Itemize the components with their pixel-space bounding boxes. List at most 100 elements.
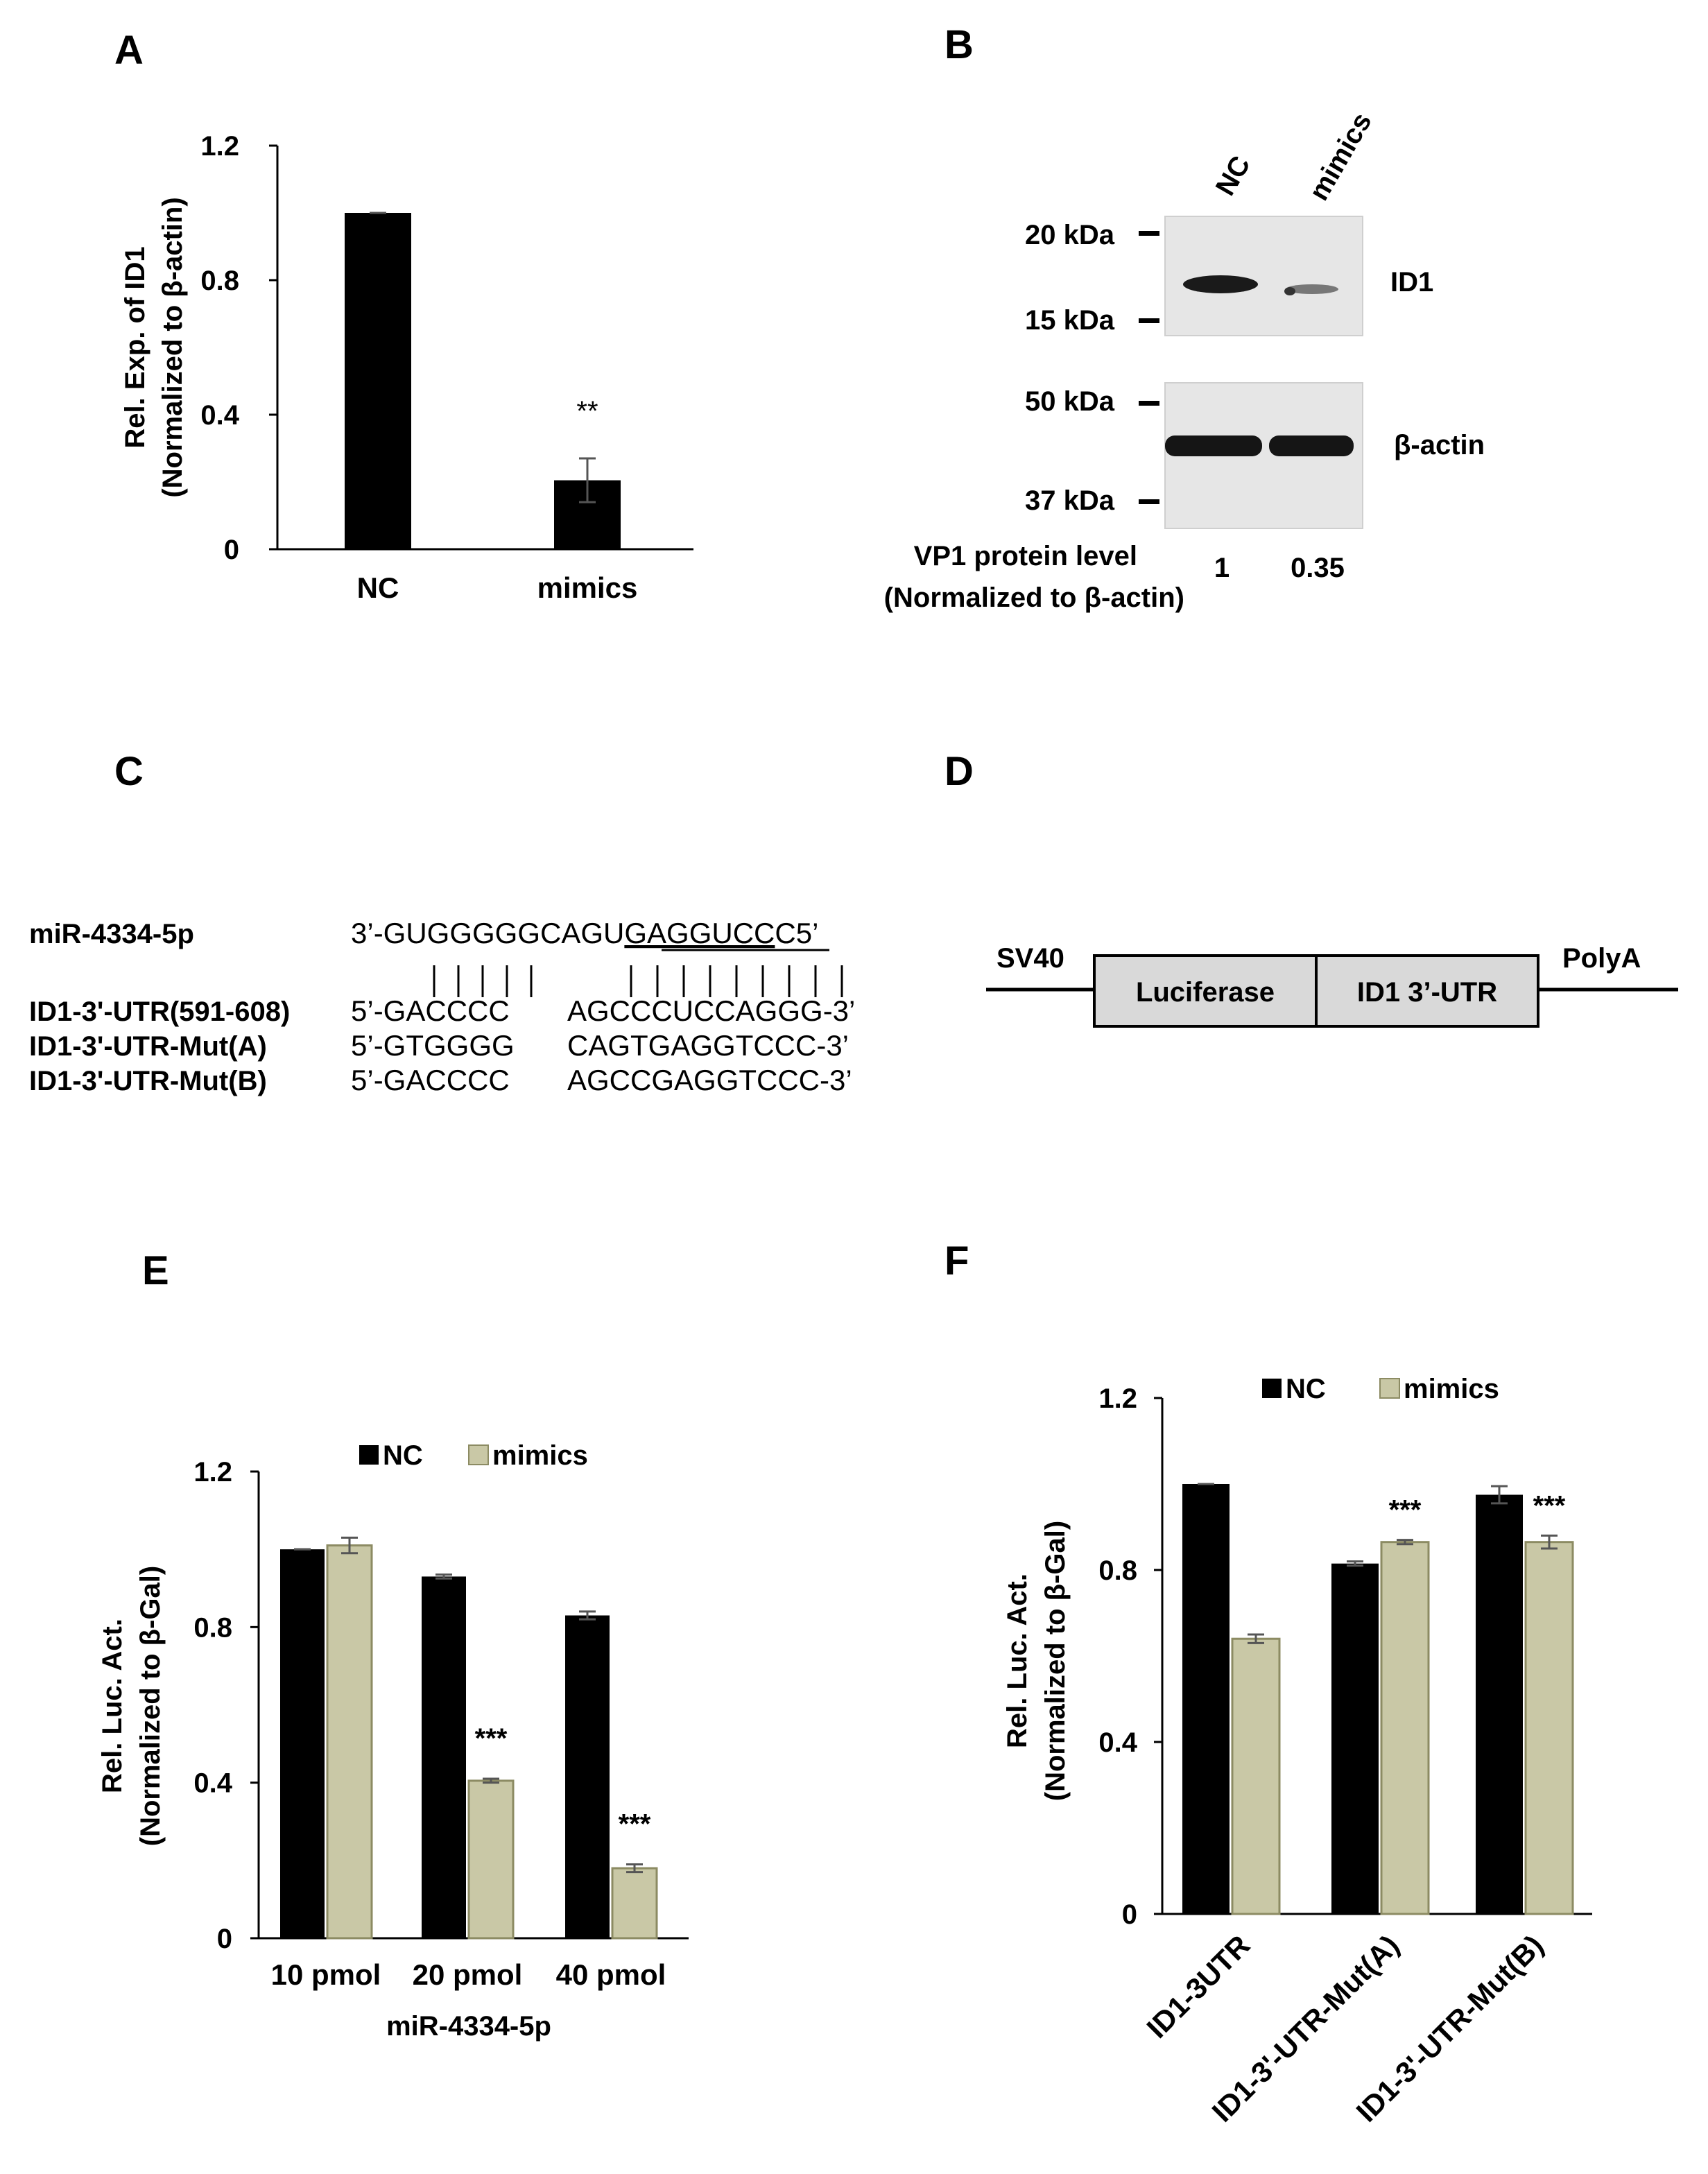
y-tick-label: 1.2 bbox=[1098, 1383, 1137, 1414]
band-id1-nc bbox=[1183, 275, 1258, 293]
chart-e: 0 0.4 0.8 1.2 Rel. Luc. Act. (Normalized to β… bbox=[97, 1440, 689, 2042]
bar-nc-2 bbox=[565, 1615, 610, 1938]
band-actin-nc bbox=[1165, 435, 1262, 456]
y-tick-label: 0.4 bbox=[193, 1768, 232, 1799]
pairing-lines bbox=[433, 965, 843, 997]
y-axis-label-line2: (Normalized to β-actin) bbox=[157, 197, 188, 497]
protein-label-actin: β-actin bbox=[1394, 430, 1485, 460]
marker-15kda: 15 kDa bbox=[1025, 305, 1115, 336]
panel-label-f: F bbox=[944, 1239, 969, 1284]
quant-label-line1: VP1 protein level bbox=[914, 541, 1137, 571]
y-axis-label-line1: Rel. Luc. Act. bbox=[1002, 1573, 1033, 1748]
y-tick-label: 0 bbox=[224, 535, 239, 565]
sequence-alignment: miR-4334-5p 3’-GUGGGGGCAGUGAGGUCCC5’ ID1… bbox=[29, 917, 855, 1096]
legend-swatch-mimics bbox=[468, 1444, 489, 1465]
x-axis-label: miR-4334-5p bbox=[386, 2011, 551, 2042]
bar-nc-0 bbox=[1182, 1484, 1230, 1914]
panel-label-d: D bbox=[944, 749, 974, 794]
luciferase-construct: Luciferase ID1 3’-UTR SV40 PolyA bbox=[986, 943, 1678, 1028]
chart-f: 0 0.4 0.8 1.2 Rel. Luc. Act. (Normalized to β… bbox=[1002, 1374, 1592, 2128]
seq-row-right-1: AGCCCUCCAGGG-3’ bbox=[567, 994, 855, 1027]
bar-mimics-0 bbox=[326, 1544, 373, 1940]
x-tick-label: 20 pmol bbox=[413, 1958, 523, 1991]
bar-mimics-2 bbox=[1524, 1541, 1574, 1915]
y-tick-label: 0.4 bbox=[200, 400, 239, 431]
band-actin-mimics bbox=[1269, 435, 1354, 456]
legend-swatch-mimics bbox=[1379, 1378, 1400, 1399]
quant-label-line2: (Normalized to β-actin) bbox=[884, 583, 1184, 613]
seq-row-name-2: ID1-3'-UTR-Mut(A) bbox=[29, 1031, 267, 1062]
panel-label-e: E bbox=[142, 1248, 169, 1293]
y-axis-label-line1: Rel. Exp. of ID1 bbox=[120, 246, 150, 448]
mir-seq-prefix: 3’-GUGGGGGCAGU bbox=[351, 917, 624, 949]
marker-tick-50 bbox=[1139, 401, 1159, 406]
bar-value-0 bbox=[345, 213, 411, 549]
significance-marker: *** bbox=[1389, 1495, 1422, 1526]
marker-37kda: 37 kDa bbox=[1025, 485, 1115, 516]
bar-mimics-0 bbox=[1231, 1637, 1281, 1915]
legend-label-mimics: mimics bbox=[492, 1440, 588, 1471]
band-id1-mimics bbox=[1286, 284, 1338, 294]
western-blot: NC mimics 20 kDa 15 kDa 50 kDa 37 kDa ID… bbox=[884, 107, 1485, 613]
y-tick-label: 0 bbox=[1122, 1899, 1137, 1930]
bar-nc-1 bbox=[422, 1576, 466, 1938]
y-tick-label: 0.8 bbox=[1098, 1555, 1137, 1586]
promoter-label: SV40 bbox=[997, 943, 1064, 974]
y-tick-label: 0 bbox=[217, 1924, 232, 1954]
y-axis-label-line2: (Normalized to β-Gal) bbox=[135, 1566, 166, 1846]
marker-tick-20 bbox=[1139, 231, 1159, 236]
panel-label-a: A bbox=[114, 28, 144, 73]
seq-row-left-2: 5’-GTGGGG bbox=[351, 1029, 515, 1062]
y-tick-label: 1.2 bbox=[200, 131, 239, 162]
protein-label-id1: ID1 bbox=[1390, 267, 1433, 297]
y-axis-label-line2: (Normalized to β-Gal) bbox=[1040, 1521, 1071, 1801]
x-tick-label: mimics bbox=[537, 571, 638, 604]
chart-a: 0 0.4 0.8 1.2 Rel. Exp. of ID1 (Normalized to… bbox=[120, 131, 693, 604]
seq-row-name-1: ID1-3'-UTR(591-608) bbox=[29, 997, 290, 1027]
mir-seq-seed: GAGGUCC bbox=[624, 917, 775, 949]
mir-sequence: 3’-GUGGGGGCAGUGAGGUCCC5’ bbox=[351, 917, 818, 949]
legend-label-mimics: mimics bbox=[1404, 1374, 1499, 1404]
legend-label-nc: NC bbox=[1286, 1374, 1326, 1404]
marker-tick-15 bbox=[1139, 318, 1159, 323]
x-tick-label: ID1-3UTR bbox=[1140, 1929, 1256, 2044]
lane-label-nc: NC bbox=[1210, 150, 1257, 200]
bar-mimics-2 bbox=[611, 1867, 658, 1940]
lane-label-mimics: mimics bbox=[1304, 107, 1378, 205]
bar-mimics-1 bbox=[1380, 1541, 1430, 1915]
marker-50kda: 50 kDa bbox=[1025, 386, 1115, 417]
mir-seq-suffix: C5’ bbox=[775, 917, 818, 949]
x-tick-label: 10 pmol bbox=[271, 1958, 381, 1991]
seq-row-right-2: CAGTGAGGTCCC-3’ bbox=[567, 1029, 849, 1062]
panel-label-b: B bbox=[944, 22, 974, 67]
legend-label-nc: NC bbox=[383, 1440, 423, 1471]
x-tick-label: NC bbox=[357, 571, 399, 604]
seq-row-left-3: 5’-GACCCC bbox=[351, 1064, 510, 1096]
seq-row-name-3: ID1-3'-UTR-Mut(B) bbox=[29, 1066, 267, 1096]
seq-row-right-3: AGCCGAGGTCCC-3’ bbox=[567, 1064, 852, 1096]
y-tick-label: 0.4 bbox=[1098, 1727, 1137, 1758]
significance-marker: *** bbox=[475, 1723, 508, 1754]
bar-nc-0 bbox=[280, 1549, 325, 1938]
marker-tick-37 bbox=[1139, 499, 1159, 504]
legend-swatch-nc bbox=[359, 1445, 379, 1465]
utr-label: ID1 3’-UTR bbox=[1357, 977, 1497, 1008]
quant-value-mimics: 0.35 bbox=[1291, 553, 1345, 583]
bar-nc-1 bbox=[1331, 1563, 1379, 1914]
utr-box bbox=[1315, 954, 1539, 1028]
bar-mimics-1 bbox=[467, 1779, 515, 1940]
y-axis-label-line1: Rel. Luc. Act. bbox=[97, 1619, 128, 1793]
significance-marker: *** bbox=[619, 1809, 651, 1839]
y-tick-label: 0.8 bbox=[193, 1612, 232, 1643]
polya-label: PolyA bbox=[1562, 943, 1641, 974]
blot-membrane-id1 bbox=[1164, 216, 1363, 336]
seq-row-left-1: 5’-GACCCC bbox=[351, 994, 510, 1027]
significance-marker: *** bbox=[1533, 1490, 1566, 1521]
quant-value-nc: 1 bbox=[1214, 553, 1230, 583]
legend-swatch-nc bbox=[1262, 1379, 1282, 1398]
x-tick-label: 40 pmol bbox=[556, 1958, 666, 1991]
band-id1-mimics-dot bbox=[1284, 287, 1295, 295]
luciferase-label: Luciferase bbox=[1136, 977, 1275, 1008]
luciferase-box bbox=[1093, 954, 1318, 1028]
